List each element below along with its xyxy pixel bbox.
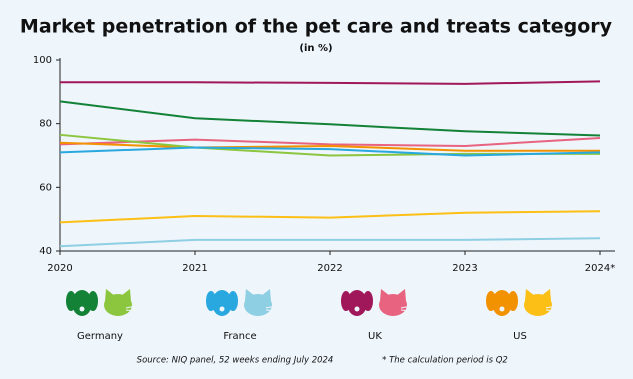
cat-ears bbox=[105, 289, 131, 301]
x-tick-label: 2020 bbox=[47, 263, 72, 274]
series-line bbox=[60, 80, 601, 85]
dog-head bbox=[72, 290, 92, 316]
legend-label: France bbox=[223, 331, 256, 342]
dog-nose bbox=[499, 306, 505, 312]
dog-head bbox=[492, 290, 512, 316]
y-tick-label: 40 bbox=[39, 246, 52, 257]
legend-label: Germany bbox=[77, 331, 123, 342]
dog-nose bbox=[354, 306, 360, 312]
legend-label: UK bbox=[368, 331, 382, 342]
cat-head bbox=[379, 294, 407, 316]
chart-subtitle: (in %) bbox=[299, 43, 332, 54]
dog-head bbox=[347, 290, 367, 316]
series-line bbox=[59, 141, 600, 152]
y-tick-label: 100 bbox=[33, 55, 52, 66]
cat-ears bbox=[245, 289, 271, 301]
dog-icon bbox=[66, 290, 98, 316]
source-note: Source: NIQ panel, 52 weeks ending July … bbox=[137, 356, 334, 366]
dog-head bbox=[212, 290, 232, 316]
series-line bbox=[59, 136, 601, 147]
cat-ears bbox=[525, 289, 551, 301]
cat-icon bbox=[379, 289, 412, 316]
cat-whiskers bbox=[400, 305, 412, 312]
cat-whiskers bbox=[545, 305, 557, 312]
cat-icon bbox=[104, 289, 137, 316]
cat-head bbox=[244, 294, 272, 316]
series-line bbox=[59, 210, 601, 224]
cat-icon bbox=[524, 289, 557, 316]
cat-icon bbox=[244, 289, 277, 316]
x-tick-label: 2022 bbox=[317, 263, 342, 274]
dog-nose bbox=[219, 306, 225, 312]
legend-label: US bbox=[513, 331, 527, 342]
x-tick-label: 2021 bbox=[182, 263, 207, 274]
chart-title: Market penetration of the pet care and t… bbox=[20, 16, 613, 38]
x-tick-label: 2023 bbox=[452, 263, 477, 274]
series-line bbox=[59, 100, 601, 137]
cat-head bbox=[524, 294, 552, 316]
y-tick-label: 80 bbox=[39, 119, 52, 130]
y-tick-label: 60 bbox=[39, 182, 52, 193]
dog-icon bbox=[341, 290, 373, 316]
series-line bbox=[59, 237, 601, 248]
cat-head bbox=[104, 294, 132, 316]
dog-icon bbox=[206, 290, 238, 316]
cat-ears bbox=[380, 289, 406, 301]
footnote: * The calculation period is Q2 bbox=[382, 356, 508, 366]
cat-whiskers bbox=[265, 305, 277, 312]
dog-nose bbox=[79, 306, 85, 312]
series-line bbox=[59, 146, 601, 157]
cat-whiskers bbox=[125, 305, 137, 312]
x-tick-label: 2024* bbox=[585, 263, 615, 274]
dog-icon bbox=[486, 290, 518, 316]
